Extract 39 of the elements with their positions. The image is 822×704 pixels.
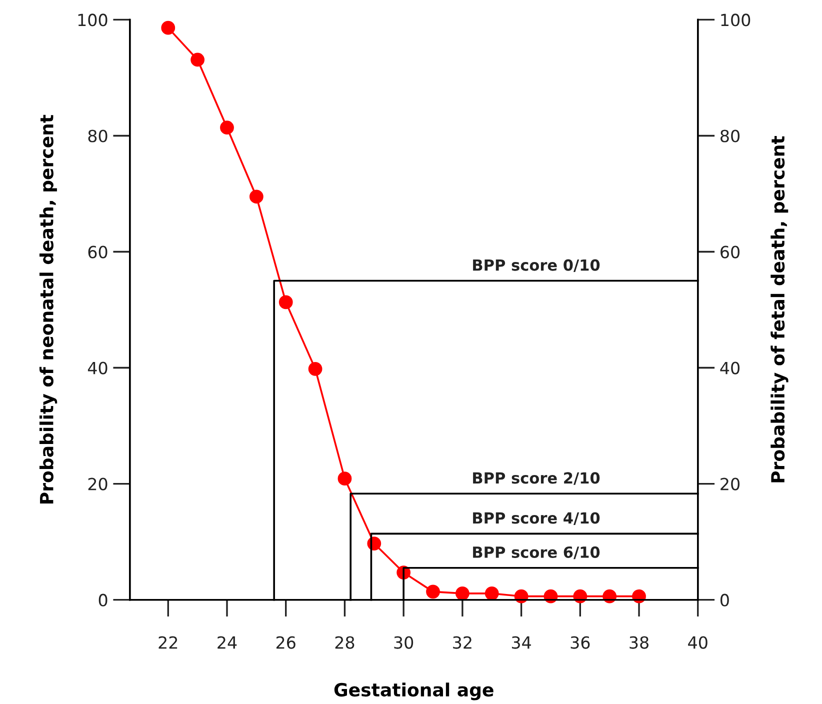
y-tick-label: 100	[78, 14, 108, 26]
y2-tick-label: 100	[721, 14, 750, 26]
x-tick-label: 36	[570, 636, 590, 649]
x-tick-label: 40	[688, 636, 708, 649]
y-tick-label: 0	[98, 594, 108, 606]
series-label: BPP score 6/10	[473, 546, 600, 560]
y-tick-label: 60	[88, 246, 108, 258]
x-tick-label: 22	[158, 636, 178, 649]
x-tick-label: 38	[630, 636, 648, 649]
x-axis-title: Gestational age	[334, 682, 494, 700]
y-tick-label: 20	[88, 478, 108, 490]
point	[484, 586, 499, 600]
point	[249, 190, 264, 204]
point	[426, 584, 440, 599]
y-axis-title: Probability of neonatal death, percent	[39, 114, 58, 504]
y2-tick-label: 60	[720, 246, 740, 258]
point	[278, 295, 293, 310]
y2-tick-label: 20	[720, 478, 740, 490]
series-label: BPP score 4/10	[473, 512, 600, 525]
series-label: BPP score 0/10	[473, 259, 600, 272]
x-tick-label: 24	[218, 636, 237, 649]
y2-tick-label: 0	[720, 594, 729, 606]
y2-tick-label: 40	[720, 362, 740, 374]
y2-tick-label: 80	[720, 130, 740, 142]
x-tick-label: 30	[394, 636, 414, 649]
x-tick-label: 34	[512, 636, 531, 649]
point	[220, 120, 234, 135]
y-tick-label: 80	[88, 130, 108, 142]
x-tick-label: 32	[453, 636, 472, 649]
y-tick-label: 40	[88, 362, 108, 374]
point	[190, 52, 205, 67]
series-label: BPP score 2/10	[473, 472, 600, 485]
point	[161, 20, 176, 35]
point	[338, 472, 352, 486]
x-tick-label: 28	[335, 636, 354, 649]
point	[308, 362, 322, 376]
x-tick-label: 26	[276, 636, 296, 649]
y2-axis-title: Probability of fetal death, percent	[770, 136, 788, 482]
point	[455, 586, 470, 600]
